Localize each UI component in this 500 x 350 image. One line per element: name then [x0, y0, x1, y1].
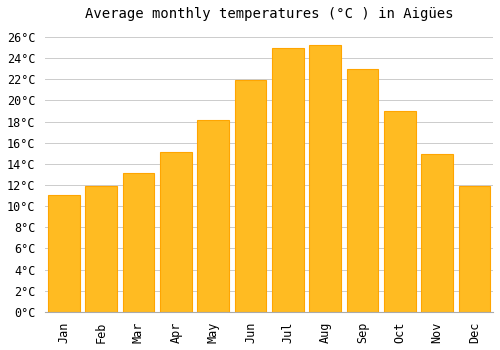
Bar: [160, 152, 192, 312]
Bar: [421, 154, 453, 312]
Title: Average monthly temperatures (°C ) in Aigües: Average monthly temperatures (°C ) in Ai…: [85, 7, 454, 21]
Bar: [458, 186, 490, 312]
Bar: [234, 80, 266, 312]
Bar: [346, 69, 378, 312]
Bar: [384, 111, 416, 312]
Bar: [272, 49, 304, 312]
Bar: [198, 120, 229, 312]
Bar: [48, 195, 80, 312]
Bar: [122, 173, 154, 312]
Bar: [309, 45, 341, 312]
Bar: [86, 186, 117, 312]
